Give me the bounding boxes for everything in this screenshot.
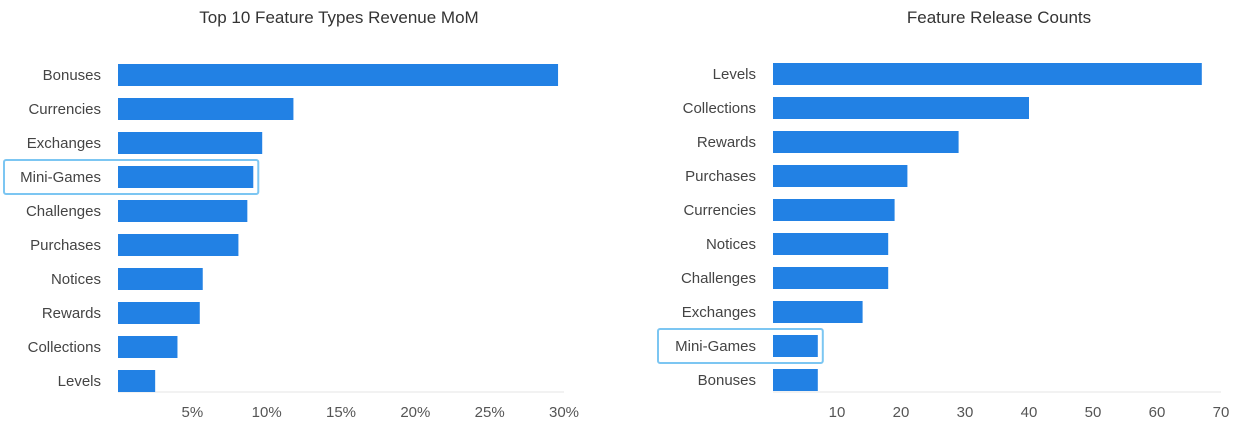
category-label: Collections [683, 100, 756, 117]
bar[interactable] [773, 369, 818, 391]
category-label: Purchases [685, 168, 756, 185]
category-label: Levels [713, 66, 756, 83]
bar[interactable] [773, 301, 863, 323]
x-tick-label: 25% [475, 404, 505, 421]
category-label: Purchases [30, 237, 101, 254]
category-label: Exchanges [27, 135, 101, 152]
category-label: Mini-Games [675, 338, 756, 355]
bar[interactable] [118, 370, 156, 392]
bar[interactable] [118, 234, 239, 256]
revenue-mom-chart: Top 10 Feature Types Revenue MoM Bonuses… [3, 8, 579, 421]
category-label: Bonuses [43, 67, 101, 84]
x-tick-label: 40 [1021, 404, 1038, 421]
category-label: Notices [706, 236, 756, 253]
x-tick-label: 50 [1085, 404, 1102, 421]
x-tick-label: 60 [1149, 404, 1166, 421]
bar[interactable] [118, 268, 203, 290]
chart-title: Feature Release Counts [907, 8, 1091, 27]
bar[interactable] [773, 97, 1029, 119]
bar[interactable] [773, 63, 1202, 85]
bar[interactable] [118, 336, 178, 358]
bar[interactable] [118, 98, 294, 120]
bar[interactable] [118, 302, 200, 324]
x-tick-label: 10% [252, 404, 282, 421]
x-tick-label: 15% [326, 404, 356, 421]
category-label: Challenges [26, 203, 101, 220]
release-counts-chart: Feature Release Counts Levels Collections… [657, 8, 1230, 421]
category-label: Exchanges [682, 304, 756, 321]
bar[interactable] [773, 335, 818, 357]
x-tick-label: 70 [1213, 404, 1230, 421]
highlight-box [657, 328, 824, 364]
x-tick-label: 30% [549, 404, 579, 421]
category-label: Levels [58, 373, 101, 390]
bar[interactable] [118, 166, 254, 188]
x-tick-label: 5% [181, 404, 203, 421]
x-tick-label: 30 [957, 404, 974, 421]
bar[interactable] [773, 267, 889, 289]
category-label: Collections [28, 339, 101, 356]
x-tick-label: 20 [893, 404, 910, 421]
category-label: Currencies [28, 101, 101, 118]
category-label: Notices [51, 271, 101, 288]
category-label: Mini-Games [20, 169, 101, 186]
category-label: Currencies [683, 202, 756, 219]
category-label: Rewards [697, 134, 756, 151]
category-label: Bonuses [698, 372, 756, 389]
bar[interactable] [773, 165, 908, 187]
bar[interactable] [118, 200, 248, 222]
category-label: Challenges [681, 270, 756, 287]
x-tick-label: 20% [400, 404, 430, 421]
category-label: Rewards [42, 305, 101, 322]
bar[interactable] [118, 132, 263, 154]
bar[interactable] [118, 64, 559, 86]
chart-title: Top 10 Feature Types Revenue MoM [199, 8, 478, 27]
bar[interactable] [773, 131, 959, 153]
highlight-box [3, 159, 260, 195]
bar[interactable] [773, 199, 895, 221]
bar[interactable] [773, 233, 889, 255]
x-tick-label: 10 [829, 404, 846, 421]
